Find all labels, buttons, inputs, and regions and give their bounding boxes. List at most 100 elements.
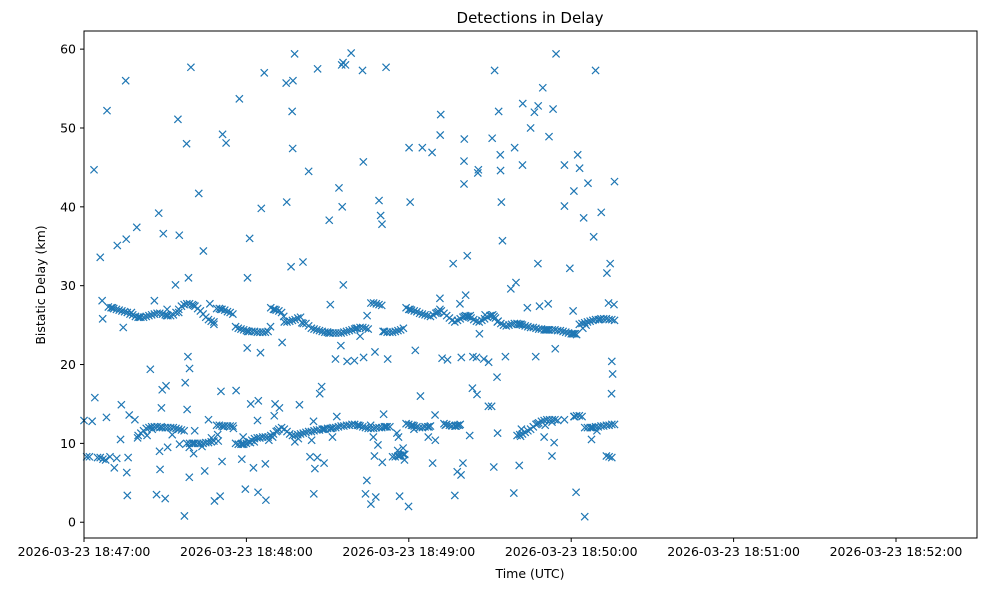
data-point bbox=[181, 378, 190, 387]
y-tick-label: 0 bbox=[68, 515, 76, 530]
data-point bbox=[391, 327, 400, 336]
data-point bbox=[173, 115, 182, 124]
data-point bbox=[431, 410, 440, 420]
x-tick-label: 2026-03-23 18:47:00 bbox=[18, 544, 151, 559]
data-point bbox=[326, 300, 335, 309]
data-point bbox=[177, 425, 186, 435]
data-point bbox=[101, 455, 110, 464]
data-point bbox=[351, 324, 361, 333]
data-point bbox=[246, 399, 255, 408]
x-tick-label: 2026-03-23 18:48:00 bbox=[180, 544, 313, 559]
data-point bbox=[183, 352, 192, 361]
data-point bbox=[156, 465, 165, 474]
data-point bbox=[424, 433, 433, 442]
data-point bbox=[222, 138, 231, 147]
data-point bbox=[130, 415, 139, 424]
data-point bbox=[376, 211, 385, 220]
y-tick-label: 50 bbox=[60, 120, 76, 135]
data-point bbox=[518, 99, 527, 108]
data-point bbox=[587, 435, 596, 444]
data-point bbox=[313, 453, 322, 462]
data-point bbox=[228, 310, 237, 319]
data-point bbox=[163, 443, 172, 452]
data-point bbox=[534, 101, 543, 110]
data-point bbox=[580, 512, 589, 521]
data-point bbox=[237, 455, 246, 464]
data-point bbox=[511, 278, 521, 287]
data-point bbox=[155, 309, 164, 318]
data-point bbox=[295, 400, 304, 409]
data-point bbox=[526, 123, 535, 133]
data-point bbox=[497, 198, 506, 207]
data-point bbox=[493, 429, 502, 438]
data-point bbox=[607, 357, 616, 366]
data-point bbox=[243, 273, 252, 282]
data-point bbox=[406, 198, 415, 207]
data-point bbox=[354, 421, 363, 430]
data-point bbox=[428, 148, 437, 157]
data-point bbox=[142, 312, 151, 321]
data-point bbox=[571, 329, 580, 338]
data-point bbox=[116, 435, 125, 444]
data-point bbox=[159, 229, 168, 238]
data-point bbox=[487, 311, 496, 320]
data-point bbox=[560, 202, 569, 211]
x-tick-label: 2026-03-23 18:51:00 bbox=[667, 544, 800, 559]
data-point bbox=[488, 134, 497, 143]
data-point bbox=[393, 326, 402, 335]
data-point bbox=[462, 312, 472, 321]
data-point bbox=[218, 305, 227, 314]
data-point bbox=[245, 234, 254, 243]
data-point bbox=[363, 311, 372, 320]
data-point bbox=[305, 452, 315, 461]
data-point bbox=[369, 299, 378, 308]
data-point bbox=[579, 213, 588, 222]
data-point bbox=[436, 110, 445, 119]
data-point bbox=[209, 317, 218, 326]
data-point bbox=[238, 440, 247, 449]
data-point bbox=[186, 63, 195, 72]
data-point bbox=[207, 317, 216, 326]
data-point bbox=[319, 425, 328, 434]
y-tick-label: 60 bbox=[60, 42, 76, 57]
data-point bbox=[113, 241, 122, 250]
data-point bbox=[112, 454, 121, 463]
data-point bbox=[496, 166, 505, 175]
data-point bbox=[337, 328, 346, 338]
data-point bbox=[122, 468, 131, 477]
data-point bbox=[339, 328, 348, 337]
data-point bbox=[254, 396, 263, 405]
data-point bbox=[580, 318, 589, 327]
data-point bbox=[142, 424, 151, 433]
data-point bbox=[418, 310, 427, 319]
data-point bbox=[597, 208, 606, 217]
data-point bbox=[185, 473, 194, 482]
data-point bbox=[559, 327, 568, 336]
data-point bbox=[602, 451, 611, 461]
data-point bbox=[475, 329, 484, 338]
data-point bbox=[535, 302, 544, 311]
data-point bbox=[544, 325, 553, 334]
data-point bbox=[288, 76, 297, 85]
data-point bbox=[234, 324, 243, 333]
data-point bbox=[513, 431, 522, 440]
data-point bbox=[383, 422, 392, 431]
data-point bbox=[296, 429, 305, 438]
data-point bbox=[490, 66, 499, 75]
data-point bbox=[310, 325, 319, 334]
data-point bbox=[184, 273, 193, 282]
data-point bbox=[120, 307, 129, 316]
data-point bbox=[157, 422, 166, 431]
data-point bbox=[359, 157, 368, 166]
data-point bbox=[307, 436, 316, 445]
data-point bbox=[433, 308, 442, 317]
data-point bbox=[506, 284, 515, 293]
data-point bbox=[174, 308, 183, 317]
data-point bbox=[529, 323, 538, 332]
data-point bbox=[183, 405, 192, 414]
data-point bbox=[108, 303, 117, 312]
data-point bbox=[438, 354, 447, 363]
data-point bbox=[194, 189, 203, 198]
data-point bbox=[561, 328, 570, 337]
data-point bbox=[572, 488, 581, 497]
